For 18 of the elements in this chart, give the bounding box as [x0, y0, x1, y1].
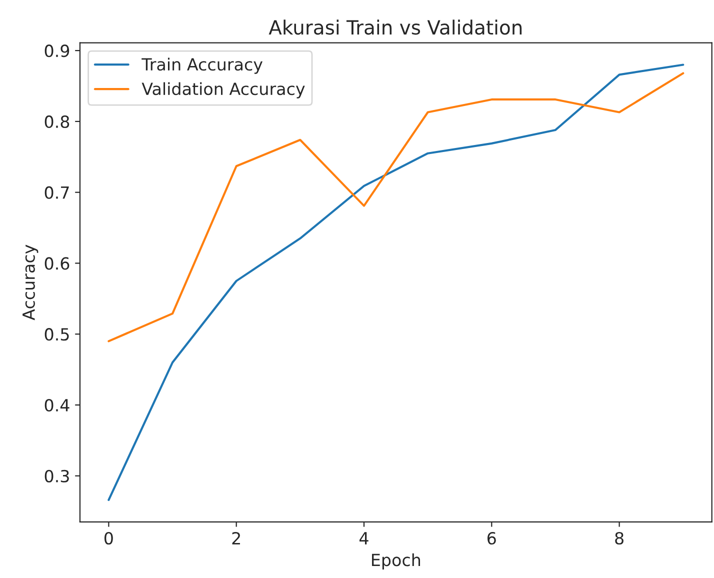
y-tick-label: 0.6 [44, 257, 70, 270]
line-series [108, 72, 684, 342]
legend-label: Validation Accuracy [142, 82, 305, 98]
y-tick-label: 0.5 [44, 328, 69, 341]
y-axis-title: Accuracy [22, 244, 38, 320]
x-axis-title: Epoch [372, 553, 420, 570]
y-tick-label: 0.9 [44, 44, 70, 58]
x-tick-label: 8 [615, 532, 624, 545]
chart-title: Akurasi Train vs Validation [268, 20, 522, 35]
x-tick-label: 0 [104, 532, 113, 545]
y-tick-label: 0.3 [44, 470, 69, 482]
y-tick-label: 0.7 [44, 186, 69, 199]
legend-label: Train Accuracy [142, 58, 263, 74]
x-tick-label: 4 [360, 532, 368, 544]
y-tick-label: 0.4 [44, 398, 70, 412]
x-tick-label: 6 [488, 532, 496, 545]
y-tick-label: 0.8 [44, 115, 70, 128]
x-tick-label: 2 [232, 532, 240, 544]
